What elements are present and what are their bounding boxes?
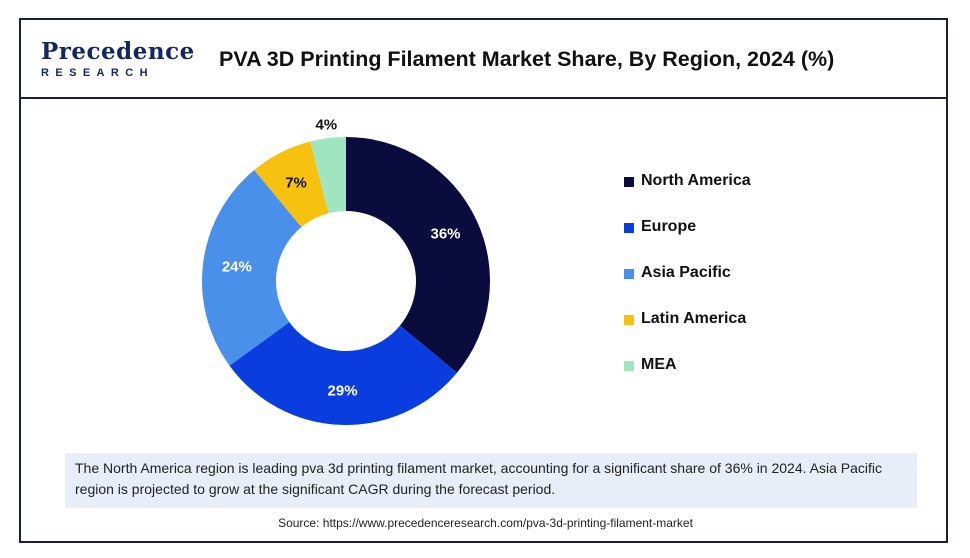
legend-label: Latin America <box>641 310 747 327</box>
legend-label: Asia Pacific <box>641 264 731 281</box>
slice-mea <box>310 137 346 214</box>
legend-label: Europe <box>641 218 697 235</box>
logo-wordmark: Precedence <box>41 38 195 65</box>
legend-swatch <box>624 361 634 371</box>
legend-swatch <box>624 223 634 233</box>
donut-chart: 36% 29% 24% 7% 4% <box>202 117 490 426</box>
data-label-europe: 29% <box>328 382 358 399</box>
slice-latin-america <box>254 141 329 228</box>
slice-north-america <box>346 137 490 373</box>
logo-subtitle: RESEARCH <box>41 67 154 79</box>
legend-label: MEA <box>641 356 677 373</box>
infographic-frame: Precedence RESEARCH PVA 3D Printing Fila… <box>19 18 948 543</box>
data-label-latin-america: 7% <box>285 174 307 191</box>
source-citation: Source: https://www.precedenceresearch.c… <box>278 516 693 530</box>
summary-note: The North America region is leading pva … <box>65 453 917 508</box>
data-label-asia-pacific: 24% <box>222 259 252 276</box>
data-label-north-america: 36% <box>431 226 461 243</box>
header: Precedence RESEARCH PVA 3D Printing Fila… <box>21 20 946 99</box>
legend-swatch <box>624 315 634 325</box>
slice-asia-pacific <box>202 170 302 366</box>
precedence-research-logo: Precedence RESEARCH <box>41 38 195 84</box>
data-label-mea: 4% <box>315 117 337 134</box>
slice-europe <box>229 322 457 426</box>
legend-label: North America <box>641 172 751 189</box>
legend-swatch <box>624 269 634 279</box>
chart-title: PVA 3D Printing Filament Market Share, B… <box>219 47 835 71</box>
legend-swatch <box>624 177 634 187</box>
